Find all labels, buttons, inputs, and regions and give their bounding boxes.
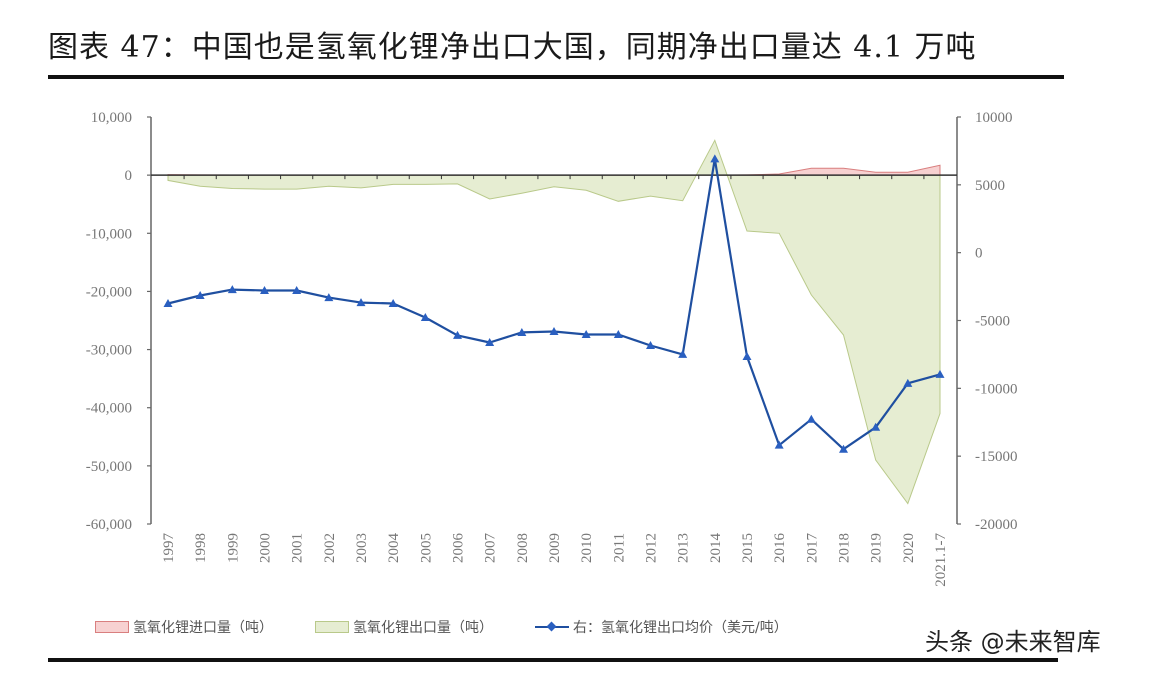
svg-text:2015: 2015	[740, 533, 756, 563]
svg-text:1997: 1997	[161, 533, 177, 564]
svg-text:-30,000: -30,000	[86, 343, 132, 359]
svg-text:2009: 2009	[547, 533, 563, 563]
svg-text:0: 0	[125, 168, 133, 184]
svg-text:2006: 2006	[451, 533, 467, 564]
watermark: 头条 @未来智库	[925, 628, 1101, 656]
svg-text:2017: 2017	[804, 533, 820, 564]
svg-text:1998: 1998	[193, 533, 209, 563]
zero-baseline	[151, 174, 957, 180]
svg-text:2007: 2007	[483, 533, 499, 564]
chart-title: 图表 47：中国也是氢氧化锂净出口大国，同期净出口量达 4.1 万吨	[48, 30, 977, 65]
import-swatch-icon	[95, 621, 129, 633]
svg-text:-50,000: -50,000	[86, 459, 132, 475]
bottom-rule	[48, 658, 1058, 662]
x-axis-labels: 1997 1998 1999 2000 2001 2002 2003 2004 2005 2006…	[161, 533, 949, 587]
svg-text:5000: 5000	[975, 178, 1005, 194]
svg-text:-20000: -20000	[975, 517, 1018, 533]
svg-text:2018: 2018	[837, 533, 853, 563]
svg-text:2008: 2008	[515, 533, 531, 563]
legend-price-label: 右：氢氧化锂出口均价（美元/吨）	[573, 620, 788, 636]
legend-item-import: 氢氧化锂进口量（吨）	[95, 617, 273, 637]
svg-text:2003: 2003	[354, 533, 370, 563]
svg-text:-60,000: -60,000	[86, 517, 132, 533]
legend-export-label: 氢氧化锂出口量（吨）	[353, 620, 493, 636]
svg-text:2013: 2013	[676, 533, 692, 563]
svg-text:2002: 2002	[322, 533, 338, 563]
svg-text:2000: 2000	[258, 533, 274, 563]
svg-text:2004: 2004	[386, 533, 402, 564]
svg-text:-5000: -5000	[975, 314, 1010, 330]
right-axis: 10000 5000 0 -5000 -10000 -15000 -20000	[956, 110, 1018, 533]
svg-text:2019: 2019	[869, 533, 885, 563]
export-swatch-icon	[315, 621, 349, 633]
svg-text:10,000: 10,000	[91, 110, 132, 126]
svg-text:2012: 2012	[644, 533, 660, 563]
svg-text:2020: 2020	[901, 533, 917, 563]
svg-text:-10,000: -10,000	[86, 226, 132, 242]
svg-text:0: 0	[975, 246, 983, 262]
svg-text:10000: 10000	[975, 110, 1013, 126]
svg-text:2001: 2001	[290, 533, 306, 563]
svg-text:-40,000: -40,000	[86, 401, 132, 417]
legend: 氢氧化锂进口量（吨） 氢氧化锂出口量（吨） 右：氢氧化锂出口均价（美元/吨）	[95, 617, 830, 637]
line-marker-icon	[535, 621, 569, 633]
title-underline	[48, 75, 1064, 79]
svg-text:-15000: -15000	[975, 449, 1018, 465]
svg-text:2016: 2016	[772, 533, 788, 564]
export-area	[167, 139, 941, 505]
legend-item-price: 右：氢氧化锂出口均价（美元/吨）	[535, 617, 788, 637]
svg-text:2010: 2010	[579, 533, 595, 563]
price-line	[163, 154, 945, 453]
legend-import-label: 氢氧化锂进口量（吨）	[133, 620, 273, 636]
svg-text:2011: 2011	[611, 533, 627, 562]
legend-item-export: 氢氧化锂出口量（吨）	[315, 617, 493, 637]
left-axis: 10,000 0 -10,000 -20,000 -30,000 -40,000 -50,0…	[86, 110, 152, 533]
svg-text:2021.1-7: 2021.1-7	[933, 533, 949, 587]
svg-text:-20,000: -20,000	[86, 284, 132, 300]
svg-text:-10000: -10000	[975, 381, 1018, 397]
svg-text:2014: 2014	[708, 533, 724, 564]
svg-text:1999: 1999	[225, 533, 241, 563]
import-area	[167, 164, 941, 176]
svg-text:2005: 2005	[418, 533, 434, 563]
